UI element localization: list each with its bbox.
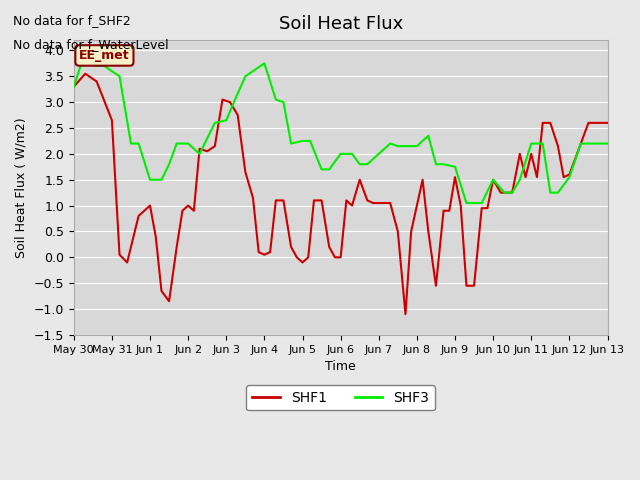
Legend: SHF1, SHF3: SHF1, SHF3: [246, 385, 435, 410]
Y-axis label: Soil Heat Flux ( W/m2): Soil Heat Flux ( W/m2): [15, 117, 28, 258]
Text: No data for f_WaterLevel: No data for f_WaterLevel: [13, 38, 168, 51]
Title: Soil Heat Flux: Soil Heat Flux: [278, 15, 403, 33]
Text: EE_met: EE_met: [79, 49, 130, 62]
X-axis label: Time: Time: [325, 360, 356, 373]
Text: No data for f_SHF2: No data for f_SHF2: [13, 14, 131, 27]
